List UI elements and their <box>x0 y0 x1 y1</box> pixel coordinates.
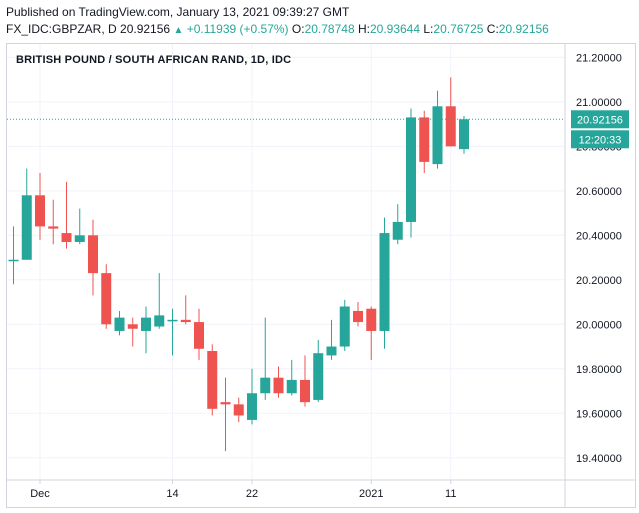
candle-body-up <box>260 377 271 394</box>
candle-body-up <box>286 379 297 394</box>
up-arrow-icon: ▲ <box>173 25 184 36</box>
y-tick-label: 20.00000 <box>576 319 622 331</box>
candle-body-down <box>127 324 138 329</box>
candle-body-up <box>167 319 178 322</box>
chart-title: BRITISH POUND / SOUTH AFRICAN RAND, 1D, … <box>16 54 292 66</box>
chart-frame[interactable] <box>6 43 636 508</box>
close-value: 20.92156 <box>498 22 549 36</box>
candle-body-down <box>61 233 72 242</box>
candle-body-up <box>154 315 165 327</box>
candle-body-down <box>48 226 59 229</box>
candle-body-down <box>88 235 98 274</box>
x-tick-label: 22 <box>246 488 258 500</box>
x-tick-label: Dec <box>30 488 50 500</box>
low-label: L: <box>423 22 434 36</box>
candle-body-down <box>300 379 310 403</box>
candle-body-up <box>392 221 403 240</box>
candle-body-down <box>207 350 218 409</box>
candle-body-up <box>459 119 469 150</box>
candle-body-down <box>101 273 112 325</box>
candle-body-up <box>114 317 125 331</box>
candle-body-up <box>74 235 85 242</box>
candle-body-up <box>379 233 390 331</box>
candle-body-down <box>353 310 363 323</box>
candle-body-down <box>220 402 231 405</box>
candle-body-down <box>419 117 430 162</box>
candle-body-down <box>233 404 244 416</box>
candle-body-up <box>432 106 443 165</box>
y-tick-label: 20.40000 <box>576 230 622 242</box>
open-label: O: <box>291 22 305 36</box>
candle-body-up <box>313 353 324 400</box>
last-price-tag <box>571 110 629 129</box>
low-value: 20.76725 <box>433 22 484 36</box>
candle-body-down <box>445 106 456 147</box>
y-tick-label: 19.40000 <box>576 453 622 465</box>
countdown-tag <box>571 130 629 149</box>
last-price-tag-text: 20.92156 <box>577 114 623 126</box>
candle-body-down <box>194 322 204 349</box>
candle-body-up <box>141 317 151 331</box>
candle-body-up <box>247 393 257 420</box>
x-tick-label: 11 <box>445 488 456 500</box>
candle-body-down <box>180 319 191 323</box>
published-line: Published on TradingView.com, January 13… <box>6 5 350 19</box>
countdown-tag-text: 12:20:33 <box>579 134 622 146</box>
change-value: +0.11939 (+0.57%) <box>186 22 289 36</box>
candle-body-down <box>35 195 45 227</box>
x-tick-label: 14 <box>166 488 178 500</box>
symbol-label: FX_IDC:GBPZAR, D <box>6 22 117 36</box>
y-tick-label: 21.00000 <box>576 97 622 109</box>
high-label: H: <box>357 22 370 36</box>
close-label: C: <box>486 22 499 36</box>
y-tick-label: 20.60000 <box>576 186 622 198</box>
candle-body-up <box>326 346 337 356</box>
last-price-value: 20.92156 <box>120 22 171 36</box>
candle-body-up <box>339 306 350 347</box>
candle-body-up <box>21 195 32 260</box>
y-tick-label: 19.80000 <box>576 364 622 376</box>
candle-body-up <box>406 117 416 222</box>
high-value: 20.93644 <box>369 22 421 36</box>
y-tick-label: 19.60000 <box>576 408 622 420</box>
open-value: 20.78748 <box>304 22 355 36</box>
candle-body-down <box>273 377 284 394</box>
y-tick-label: 20.20000 <box>576 275 622 287</box>
x-tick-label: 2021 <box>359 488 383 500</box>
candle-body-up <box>8 259 19 262</box>
symbol-ohlc-line: FX_IDC:GBPZAR, D 20.92156 ▲ +0.11939 (+0… <box>6 22 549 36</box>
y-tick-label: 21.20000 <box>576 52 622 64</box>
candle-body-down <box>366 308 377 331</box>
